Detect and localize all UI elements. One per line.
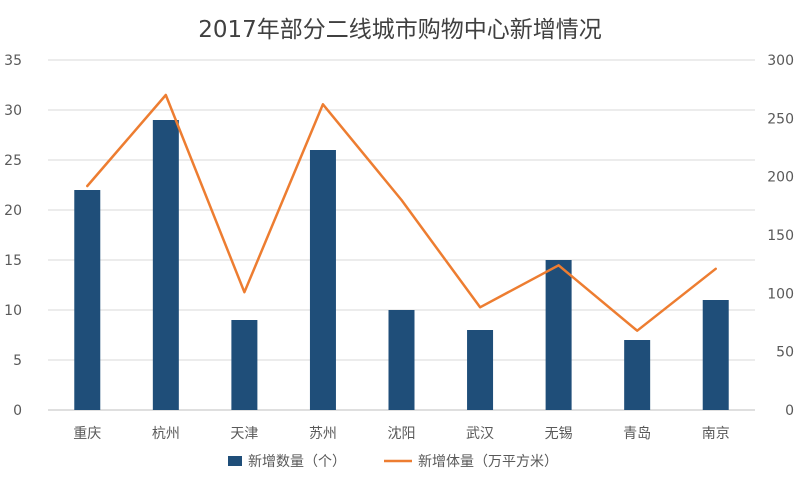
y-right-tick-label: 0 — [785, 403, 794, 419]
bar — [467, 330, 494, 410]
y-left-tick-label: 30 — [4, 103, 22, 119]
x-tick-label: 沈阳 — [388, 426, 416, 442]
y-left-tick-label: 35 — [4, 53, 22, 69]
y-right-tick-label: 150 — [767, 228, 794, 244]
bar — [231, 320, 258, 410]
chart-title: 2017年部分二线城市购物中心新增情况 — [198, 17, 602, 43]
bar — [152, 120, 179, 410]
y-left-tick-label: 25 — [4, 153, 22, 169]
legend-label: 新增体量（万平方米） — [418, 454, 558, 470]
bar — [545, 260, 572, 410]
x-tick-label: 苏州 — [309, 426, 337, 442]
y-left-tick-label: 5 — [13, 353, 22, 369]
bar — [702, 300, 729, 410]
x-tick-label: 南京 — [702, 426, 730, 442]
legend-label: 新增数量（个） — [248, 454, 346, 470]
legend-swatch-bar — [228, 456, 242, 466]
y-right-tick-label: 300 — [767, 53, 794, 69]
y-right-tick-label: 100 — [767, 286, 794, 302]
y-right-tick-label: 50 — [776, 345, 794, 361]
y-right-tick-label: 250 — [767, 111, 794, 127]
y-right-tick-label: 200 — [767, 170, 794, 186]
y-left-tick-label: 10 — [4, 303, 22, 319]
y-left-tick-label: 15 — [4, 253, 22, 269]
x-tick-label: 青岛 — [623, 426, 651, 442]
y-left-tick-label: 0 — [13, 403, 22, 419]
bar — [624, 340, 651, 410]
bar — [388, 310, 415, 410]
bar — [309, 150, 336, 410]
x-tick-label: 杭州 — [152, 426, 180, 442]
x-tick-label: 武汉 — [466, 426, 494, 442]
x-tick-label: 重庆 — [73, 426, 101, 442]
bar — [74, 190, 101, 410]
x-tick-label: 天津 — [230, 426, 258, 442]
series-line — [86, 93, 717, 332]
x-tick-label: 无锡 — [545, 426, 573, 442]
y-left-tick-label: 20 — [4, 203, 22, 219]
